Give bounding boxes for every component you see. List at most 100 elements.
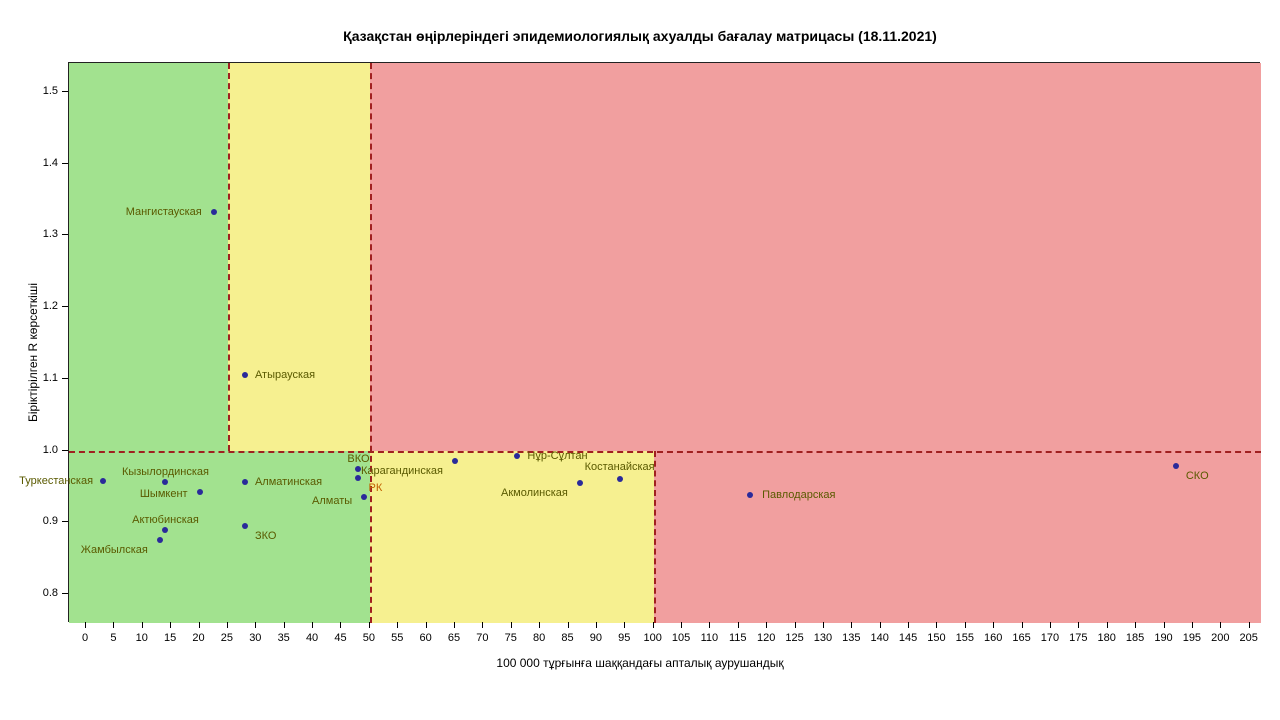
x-tick: [113, 622, 114, 628]
x-tick-label: 205: [1239, 632, 1257, 644]
x-tick-label: 175: [1069, 632, 1087, 644]
threshold-line-h: [69, 451, 1261, 453]
chart-title: Қазақстан өңірлеріндегі эпидемиологиялық…: [0, 28, 1280, 44]
y-tick-label: 1.5: [43, 85, 58, 97]
data-point: [242, 479, 248, 485]
threshold-line-v: [370, 63, 372, 623]
y-tick-label: 1.1: [43, 372, 58, 384]
x-tick: [851, 622, 852, 628]
y-tick: [62, 450, 68, 451]
x-tick: [340, 622, 341, 628]
x-tick: [993, 622, 994, 628]
x-tick: [284, 622, 285, 628]
x-tick: [624, 622, 625, 628]
chart-container: Қазақстан өңірлеріндегі эпидемиологиялық…: [0, 0, 1280, 720]
x-tick-label: 150: [927, 632, 945, 644]
y-tick-label: 1.3: [43, 228, 58, 240]
x-tick-label: 80: [533, 632, 545, 644]
data-point-label: Костанайская: [585, 461, 655, 473]
x-tick-label: 10: [136, 632, 148, 644]
x-tick-label: 115: [729, 632, 747, 644]
data-point: [747, 492, 753, 498]
x-tick: [85, 622, 86, 628]
data-point: [514, 453, 520, 459]
data-point: [162, 479, 168, 485]
x-tick-label: 20: [192, 632, 204, 644]
y-tick-label: 1.0: [43, 444, 58, 456]
zone-green: [69, 63, 228, 623]
x-tick-label: 35: [278, 632, 290, 644]
y-tick: [62, 521, 68, 522]
x-tick: [482, 622, 483, 628]
x-tick: [312, 622, 313, 628]
data-point: [242, 372, 248, 378]
x-tick-label: 70: [476, 632, 488, 644]
x-tick-label: 60: [419, 632, 431, 644]
x-tick-label: 25: [221, 632, 233, 644]
x-tick-label: 135: [842, 632, 860, 644]
y-axis-title: Біріктірілген R көрсеткіші: [26, 283, 40, 422]
x-tick-label: 125: [785, 632, 803, 644]
x-tick-label: 185: [1126, 632, 1144, 644]
x-tick: [454, 622, 455, 628]
x-tick: [568, 622, 569, 628]
threshold-line-v: [228, 63, 230, 451]
x-tick-label: 145: [899, 632, 917, 644]
y-tick-label: 0.8: [43, 587, 58, 599]
x-tick: [227, 622, 228, 628]
data-point-label: Жамбылская: [81, 544, 148, 556]
x-tick: [539, 622, 540, 628]
data-point-label: Алматинская: [255, 476, 322, 488]
data-point-label: ЗКО: [255, 530, 276, 542]
data-point-label: Карагандинская: [361, 465, 443, 477]
x-tick: [511, 622, 512, 628]
x-tick-label: 85: [561, 632, 573, 644]
x-tick: [738, 622, 739, 628]
y-tick: [62, 234, 68, 235]
x-tick: [1135, 622, 1136, 628]
y-tick-label: 1.2: [43, 300, 58, 312]
x-tick-label: 105: [672, 632, 690, 644]
x-tick: [965, 622, 966, 628]
x-tick-label: 100: [643, 632, 661, 644]
x-tick: [795, 622, 796, 628]
x-tick: [1164, 622, 1165, 628]
x-tick: [1107, 622, 1108, 628]
x-tick: [653, 622, 654, 628]
data-point-label: Туркестанская: [19, 475, 93, 487]
x-tick: [170, 622, 171, 628]
x-tick: [681, 622, 682, 628]
x-tick-label: 165: [1012, 632, 1030, 644]
x-tick: [709, 622, 710, 628]
y-tick: [62, 593, 68, 594]
x-tick: [369, 622, 370, 628]
x-axis-title: 100 000 тұрғынға шаққандағы апталық ауру…: [0, 656, 1280, 670]
x-tick-label: 170: [1041, 632, 1059, 644]
data-point: [100, 478, 106, 484]
data-point-label: Алматы: [312, 495, 352, 507]
data-point: [197, 489, 203, 495]
data-point-label: Нұр-Сұлтан: [527, 450, 587, 462]
data-point: [617, 476, 623, 482]
x-tick: [199, 622, 200, 628]
x-tick: [426, 622, 427, 628]
data-point: [452, 458, 458, 464]
x-tick-label: 130: [814, 632, 832, 644]
x-tick-label: 200: [1211, 632, 1229, 644]
threshold-line-v: [654, 451, 656, 623]
x-tick-label: 190: [1154, 632, 1172, 644]
x-tick-label: 140: [871, 632, 889, 644]
x-tick-label: 120: [757, 632, 775, 644]
zone-yellow-upper: [228, 63, 370, 451]
x-tick: [1220, 622, 1221, 628]
y-tick: [62, 91, 68, 92]
x-tick: [1249, 622, 1250, 628]
data-point: [361, 494, 367, 500]
x-tick: [1050, 622, 1051, 628]
data-point: [1173, 463, 1179, 469]
x-tick: [823, 622, 824, 628]
data-point-label: РК: [368, 482, 382, 494]
x-tick-label: 75: [505, 632, 517, 644]
x-tick-label: 30: [249, 632, 261, 644]
zone-red-lower: [654, 451, 1261, 623]
